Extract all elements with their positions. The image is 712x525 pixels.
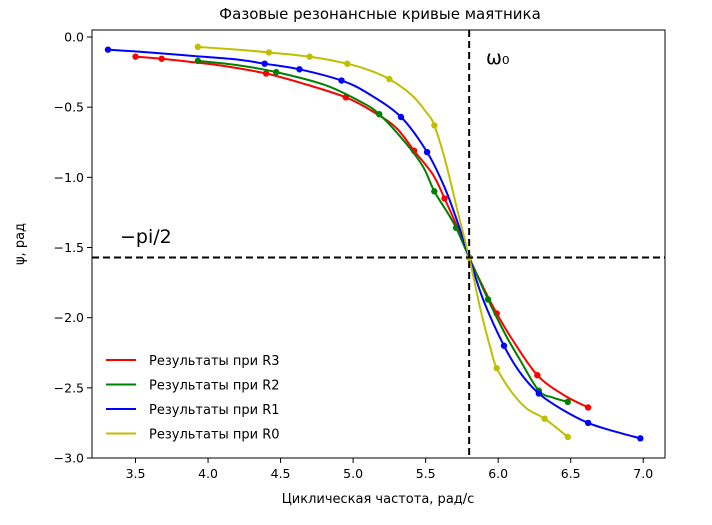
data-point [484,296,492,303]
data-point [584,419,592,427]
y-tick-label: −1.0 [54,170,84,185]
data-point [535,390,542,397]
legend-label: Результаты при R2 [149,379,280,394]
legend-label: Результаты при R0 [149,428,280,443]
y-tick-label: −2.0 [54,310,84,325]
chart-title: Фазовые резонансные кривые маятника [219,5,541,23]
plot-area [92,30,665,458]
x-axis-label: Циклическая частота, рад/с [282,492,475,507]
series-4 [194,43,572,441]
x-tick-label: 4.0 [198,466,218,481]
data-point [306,53,313,60]
series-3 [104,46,644,442]
series-line [107,48,641,440]
legend-label: Результаты при R1 [149,403,280,418]
legend-label: Результаты при R3 [149,354,280,369]
omega0-label: ω₀ [486,47,510,69]
data-point [397,113,405,121]
data-point [584,404,592,411]
x-tick-label: 4.5 [271,466,291,481]
data-point [132,53,139,60]
data-point [637,435,644,442]
data-point [431,188,438,195]
data-point [431,122,438,129]
x-tick-label: 7.0 [633,466,653,481]
series-2 [194,57,572,406]
data-point [386,75,393,83]
data-point [262,70,270,77]
data-point [265,49,273,56]
x-tick-label: 5.0 [343,466,363,481]
x-tick-label: 6.0 [488,466,508,481]
data-point [296,66,303,73]
legend: Результаты при R3 Результаты при R2 Резуль… [106,354,280,443]
data-point [441,195,448,202]
data-point [338,77,345,84]
data-point [423,148,431,156]
series-line [197,45,569,438]
data-point [564,398,572,406]
y-axis-label: ψ, рад [13,223,28,265]
data-point [493,364,500,372]
x-tick-label: 6.5 [561,466,581,481]
y-tick-label: −0.5 [54,100,84,115]
y-axis: 0.0 −0.5 −1.0 −1.5 −2.0 −2.5 −3.0 [54,30,92,466]
data-point [541,415,548,422]
data-point [452,224,460,232]
minus-pi-half-label: −pi/2 [120,226,172,248]
data-point [273,68,280,76]
y-tick-label: −3.0 [54,451,84,466]
series-line [135,55,589,409]
data-point [194,57,202,65]
data-point [158,55,165,62]
y-tick-label: −2.5 [54,380,84,395]
y-tick-label: 0.0 [64,30,84,45]
data-point [564,433,572,441]
x-tick-label: 3.5 [126,466,146,481]
plot-frame [91,29,666,459]
y-tick-label: −1.5 [54,240,84,255]
data-point [104,46,112,53]
data-point [534,372,541,379]
data-point [194,43,202,51]
data-point [261,60,268,67]
x-tick-label: 5.5 [416,466,436,481]
data-point [376,110,383,118]
x-axis: 3.5 4.0 4.5 5.0 5.5 6.0 6.5 7.0 [126,458,653,481]
data-point [500,342,508,349]
data-point [344,60,351,67]
series-line [197,59,569,403]
